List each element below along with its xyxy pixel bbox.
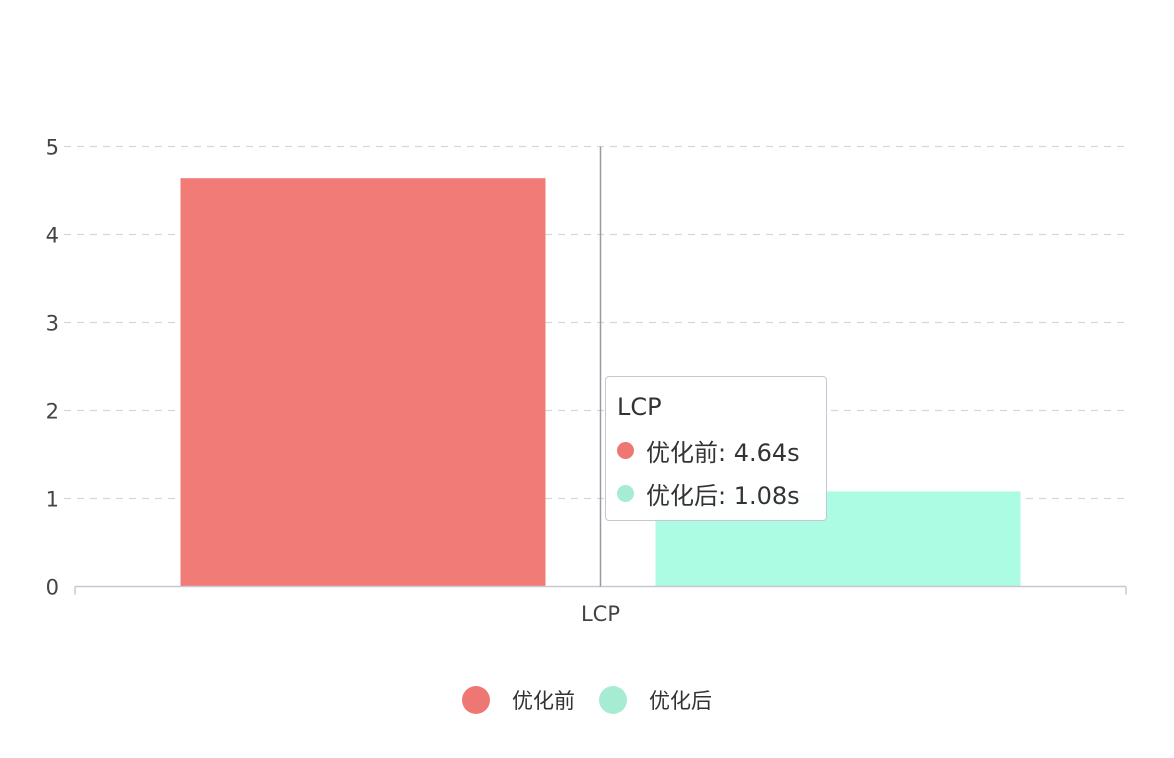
y-tick-label: 2 (46, 400, 59, 424)
bars (180, 178, 1021, 587)
legend-label-before: 优化前 (512, 689, 575, 713)
bar-before[interactable] (180, 178, 546, 587)
legend-item-after[interactable]: 优化后 (599, 685, 712, 715)
tooltip-value-before: 优化前: 4.64s (646, 438, 800, 467)
tooltip-title: LCP (617, 393, 662, 421)
legend-marker-before (462, 686, 490, 714)
tooltip-row-after: 优化后: 1.08s (617, 478, 800, 510)
tooltip-marker-after (617, 484, 634, 502)
x-tick-label: LCP (581, 602, 620, 626)
y-tick-label: 1 (46, 488, 59, 512)
legend-label-after: 优化后 (649, 689, 712, 713)
y-tick-label: 5 (46, 136, 59, 160)
legend-marker-after (599, 686, 627, 714)
legend-item-before[interactable]: 优化前 (462, 685, 575, 715)
tooltip-value-after: 优化后: 1.08s (646, 481, 800, 510)
tooltip: LCP 优化前: 4.64s 优化后: 1.08s (605, 376, 827, 521)
tooltip-row-before: 优化前: 4.64s (617, 435, 800, 467)
y-tick-label: 4 (46, 224, 59, 248)
tooltip-marker-before (617, 441, 634, 459)
y-tick-label: 3 (46, 312, 59, 336)
legend: 优化前 优化后 (0, 684, 1174, 716)
y-tick-label: 0 (46, 576, 59, 600)
